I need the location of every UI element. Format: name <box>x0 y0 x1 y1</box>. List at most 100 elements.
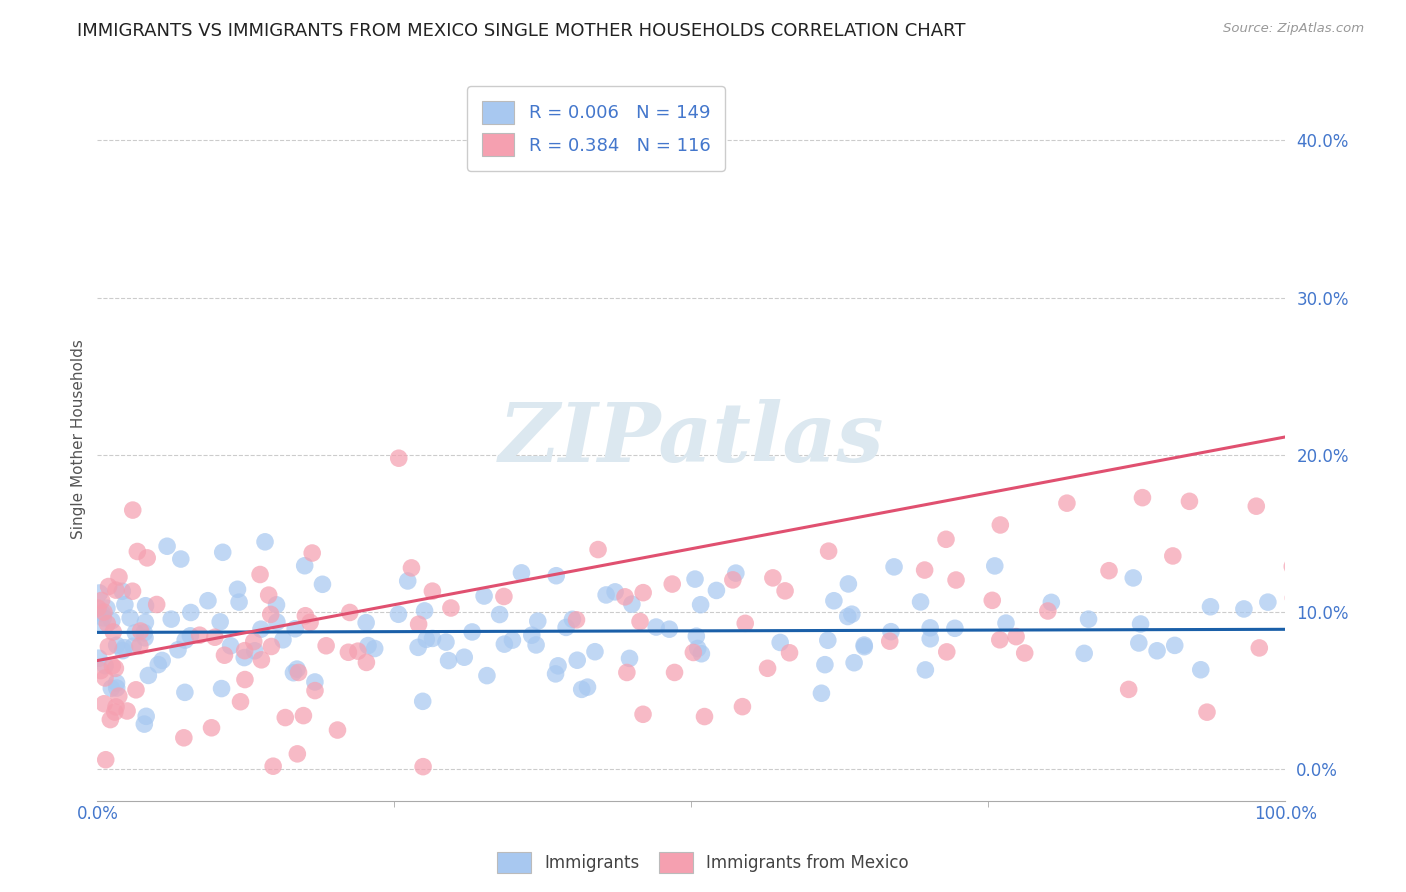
Point <box>787 613 810 627</box>
Point <box>309 620 332 634</box>
Point <box>100 584 122 599</box>
Point <box>169 558 191 573</box>
Point <box>550 499 572 513</box>
Point <box>285 645 308 659</box>
Point <box>387 609 409 624</box>
Point <box>87 586 110 600</box>
Point <box>419 621 441 635</box>
Point <box>93 661 115 675</box>
Point <box>120 552 142 566</box>
Point <box>215 640 238 655</box>
Point <box>305 585 328 599</box>
Point <box>299 651 322 665</box>
Point <box>145 643 167 657</box>
Point <box>325 645 347 659</box>
Point <box>326 641 349 656</box>
Point <box>675 689 697 703</box>
Point <box>166 662 188 676</box>
Point <box>104 624 127 638</box>
Point <box>914 619 936 633</box>
Point <box>160 632 183 647</box>
Point <box>588 582 610 597</box>
Point <box>90 753 112 767</box>
Point <box>505 491 527 505</box>
Point <box>426 533 449 547</box>
Point <box>274 620 297 634</box>
Point <box>93 624 115 639</box>
Point <box>450 616 472 631</box>
Point <box>162 710 184 724</box>
Point <box>551 640 574 655</box>
Point <box>101 682 124 697</box>
Point <box>94 681 117 695</box>
Point <box>510 644 533 658</box>
Point <box>124 606 146 620</box>
Point <box>114 539 136 553</box>
Point <box>392 640 415 654</box>
Point <box>429 621 451 635</box>
Point <box>165 665 187 680</box>
Point <box>252 633 274 648</box>
Point <box>516 549 538 563</box>
Point <box>523 494 546 508</box>
Point <box>236 624 259 639</box>
Point <box>156 640 179 654</box>
Point <box>418 563 440 577</box>
Point <box>194 639 217 653</box>
Point <box>134 630 156 644</box>
Y-axis label: Single Mother Households: Single Mother Households <box>72 339 86 539</box>
Point <box>316 577 339 591</box>
Point <box>328 598 350 612</box>
Point <box>316 665 339 680</box>
Point <box>105 631 128 645</box>
Point <box>124 629 146 643</box>
Point <box>136 681 159 696</box>
Point <box>105 717 128 731</box>
Point <box>474 496 496 510</box>
Point <box>354 661 377 675</box>
Point <box>738 624 761 638</box>
Point <box>87 593 110 607</box>
Point <box>340 573 363 587</box>
Point <box>97 640 120 655</box>
Point <box>103 639 125 653</box>
Point <box>419 632 441 646</box>
Point <box>359 635 381 649</box>
Point <box>212 561 235 575</box>
Point <box>194 656 217 670</box>
Point <box>105 709 128 723</box>
Point <box>136 648 159 663</box>
Point <box>378 544 401 558</box>
Point <box>875 655 897 669</box>
Point <box>169 608 191 623</box>
Point <box>283 680 305 694</box>
Point <box>87 664 110 678</box>
Point <box>278 613 301 627</box>
Point <box>194 615 217 630</box>
Point <box>375 686 398 700</box>
Point <box>290 588 312 602</box>
Point <box>652 621 675 635</box>
Point <box>139 639 162 653</box>
Point <box>703 516 725 531</box>
Point <box>530 705 553 719</box>
Point <box>187 606 209 620</box>
Point <box>87 617 110 632</box>
Point <box>387 577 409 591</box>
Point <box>211 574 233 588</box>
Point <box>215 617 238 632</box>
Point <box>304 615 326 629</box>
Point <box>121 731 143 745</box>
Point <box>100 639 122 653</box>
Point <box>217 604 239 618</box>
Point <box>91 713 114 727</box>
Point <box>328 647 350 661</box>
Point <box>100 611 122 625</box>
Point <box>93 659 115 673</box>
Point <box>172 615 194 630</box>
Text: Source: ZipAtlas.com: Source: ZipAtlas.com <box>1223 22 1364 36</box>
Point <box>325 572 347 586</box>
Point <box>298 665 321 680</box>
Point <box>142 582 165 597</box>
Point <box>143 595 166 609</box>
